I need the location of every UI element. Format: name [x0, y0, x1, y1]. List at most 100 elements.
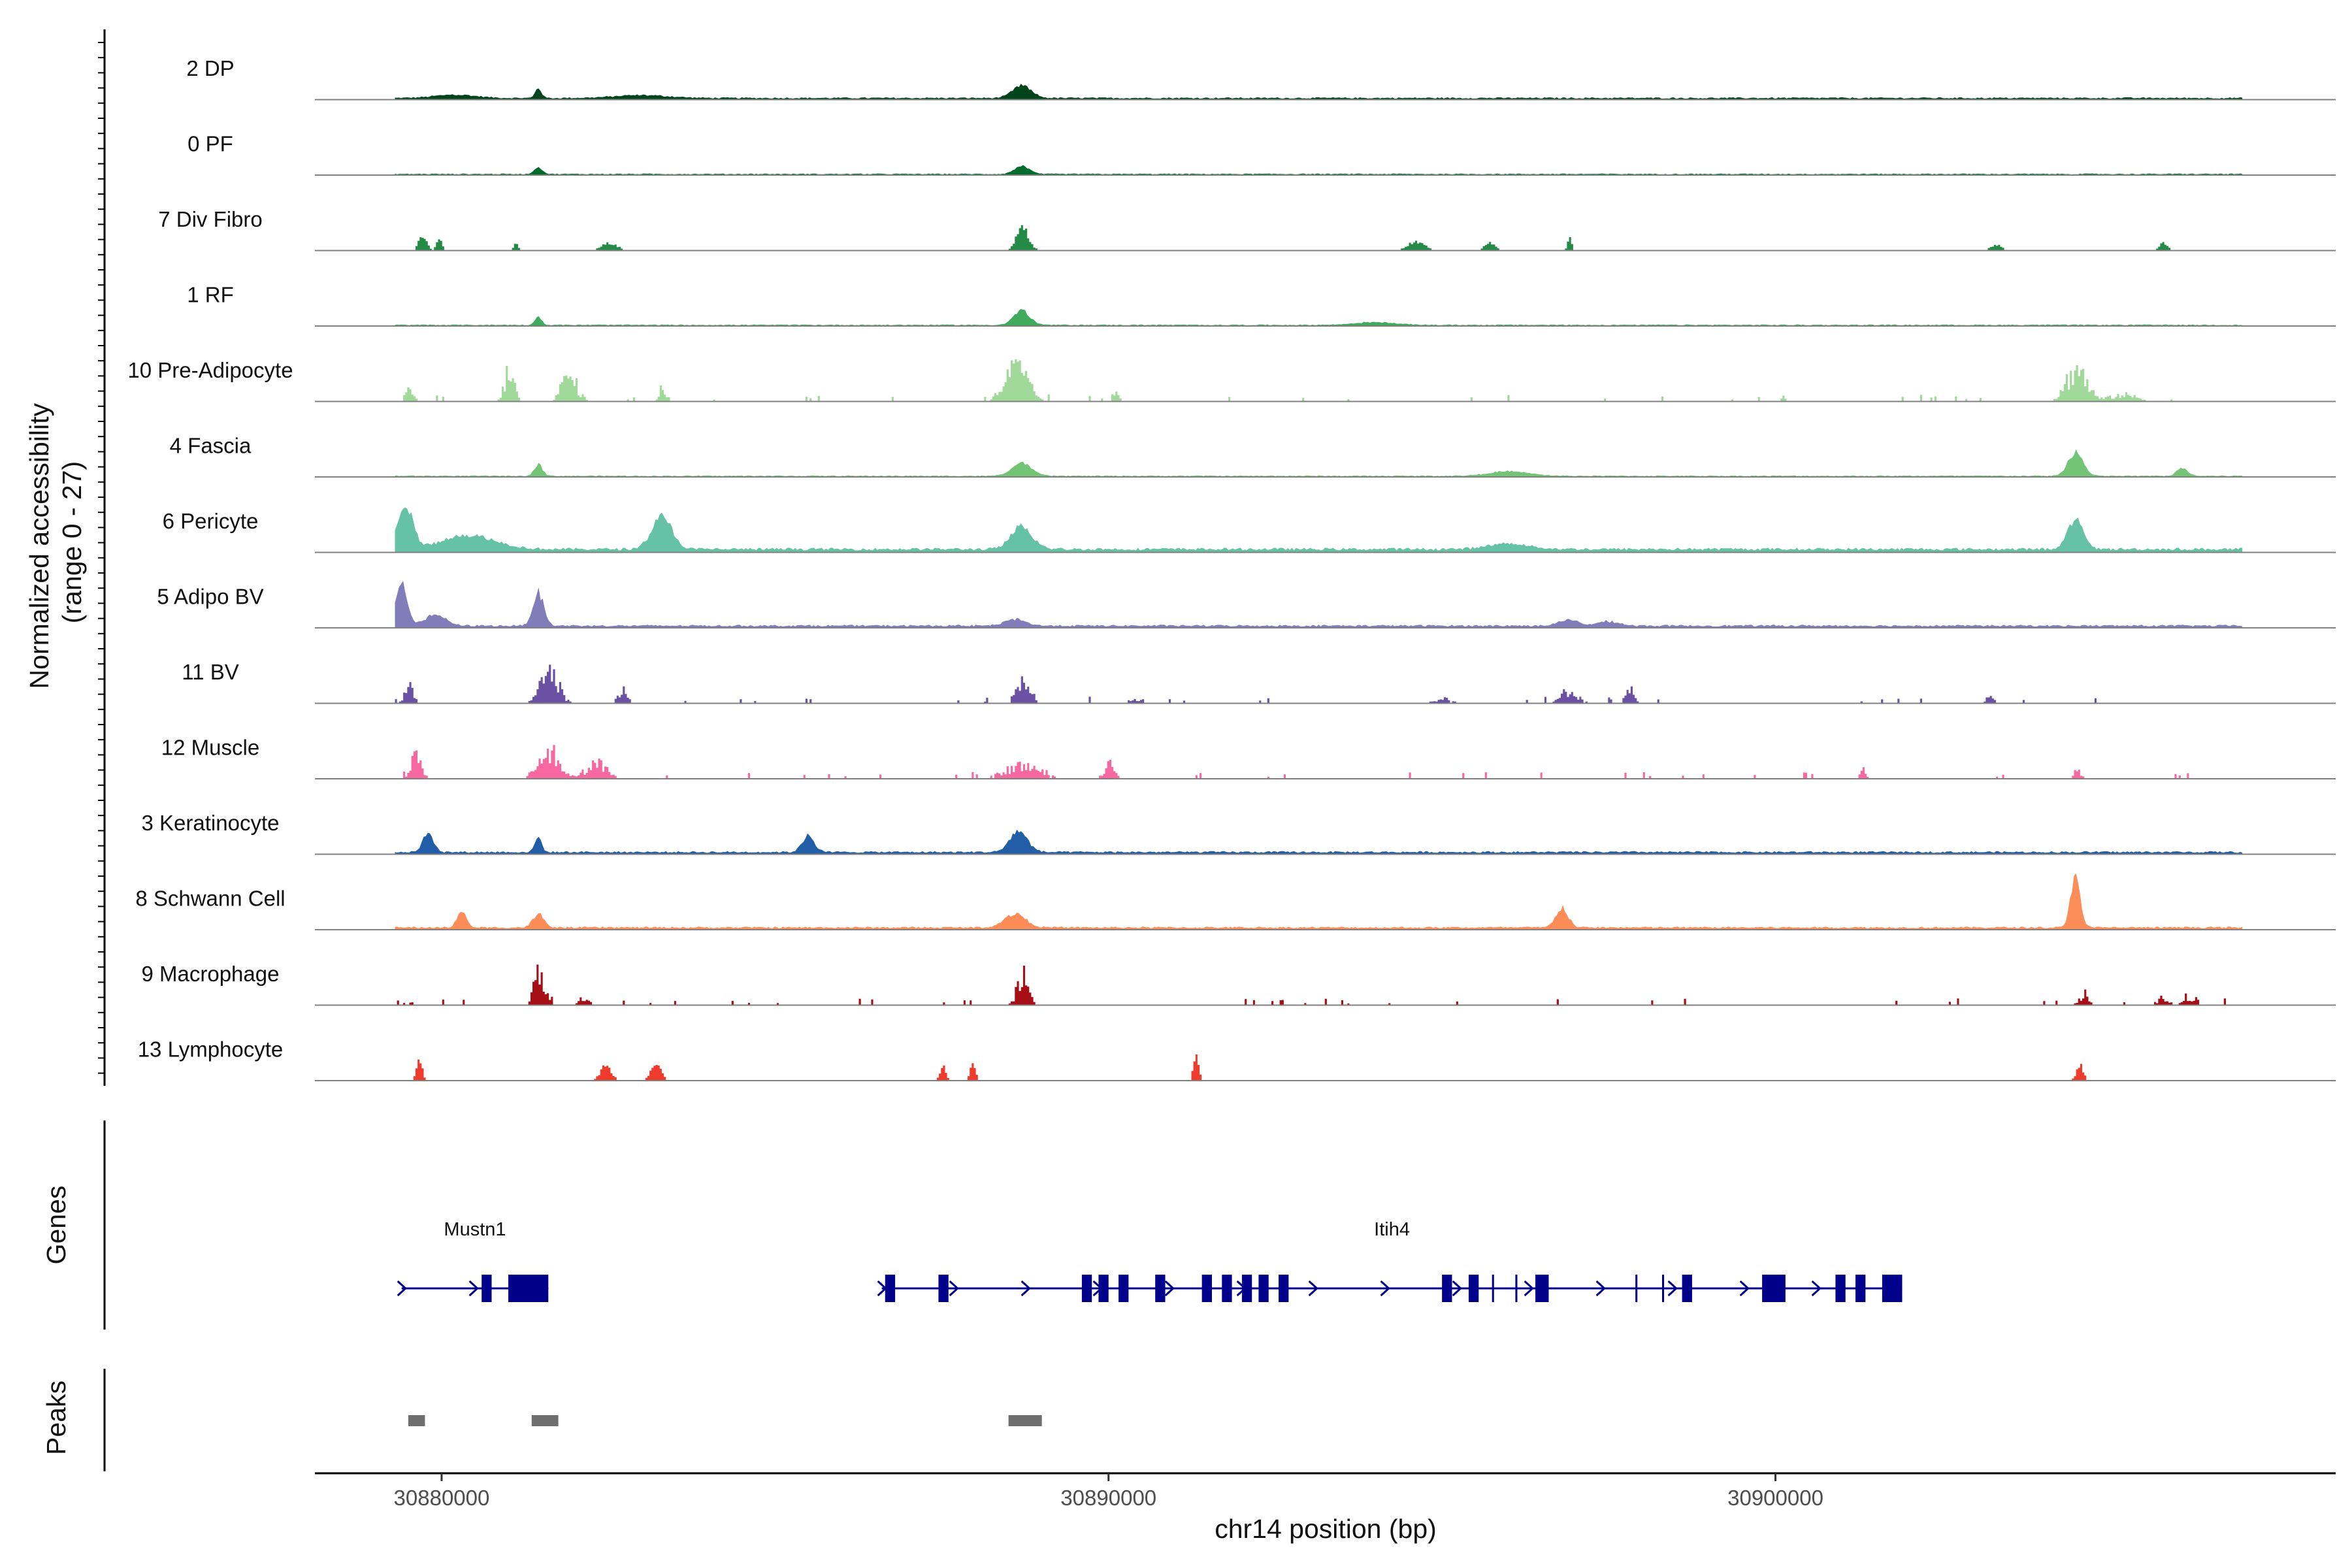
track-7: 5 Adipo BV — [157, 581, 2336, 629]
exon-block — [1882, 1275, 1903, 1302]
track-label: 10 Pre-Adipocyte — [127, 358, 293, 382]
exon-block — [1855, 1275, 1866, 1302]
track-label: 2 DP — [186, 56, 234, 80]
exon-block — [482, 1275, 492, 1302]
track-label: 1 RF — [187, 283, 234, 307]
exon-block — [1442, 1275, 1452, 1302]
coverage-area — [395, 165, 2243, 175]
track-5: 4 Fascia — [170, 434, 2336, 478]
strand-chevron — [1811, 1280, 1821, 1297]
coverage-area — [395, 664, 2243, 704]
exon-block — [1155, 1275, 1166, 1302]
exon-block — [508, 1275, 549, 1302]
peaks-panel-title: Peaks — [41, 1380, 71, 1455]
strand-chevron — [1164, 1280, 1175, 1297]
exon-block — [1762, 1275, 1786, 1302]
exon-block — [1279, 1275, 1289, 1302]
coverage-area — [395, 745, 2243, 779]
track-11: 8 Schwann Cell — [135, 874, 2336, 930]
exon-block — [1835, 1275, 1846, 1302]
exon-block — [1222, 1275, 1232, 1302]
track-label: 13 Lymphocyte — [138, 1037, 284, 1062]
x-tick-label: 30880000 — [394, 1486, 490, 1510]
strand-chevron — [468, 1280, 479, 1297]
y-axis-title-line1: Normalized accessibility — [24, 402, 54, 689]
peak-region — [1008, 1415, 1042, 1426]
exon-block — [1119, 1275, 1129, 1302]
exon-block — [1682, 1275, 1692, 1302]
genes-panel: Mustn1 Itih4 — [397, 1219, 1903, 1302]
peak-region — [531, 1415, 559, 1426]
exon-block — [885, 1275, 896, 1302]
track-1: 0 PF — [188, 132, 2336, 176]
coverage-area — [395, 507, 2243, 553]
strand-chevron — [1667, 1280, 1678, 1297]
track-label: 5 Adipo BV — [157, 585, 263, 609]
coverage-area — [395, 84, 2243, 100]
gene-label: Mustn1 — [444, 1219, 506, 1240]
exon-block — [1468, 1275, 1479, 1302]
y-axis — [98, 29, 106, 1086]
exon-block — [938, 1275, 949, 1302]
track-label: 0 PF — [188, 132, 233, 156]
coverage-area — [395, 359, 2243, 402]
track-label: 3 Keratinocyte — [142, 811, 280, 835]
strand-chevron — [1739, 1280, 1750, 1297]
exon-block — [1081, 1275, 1092, 1302]
track-label: 4 Fascia — [170, 434, 252, 458]
track-label: 8 Schwann Cell — [135, 887, 285, 911]
strand-chevron — [1308, 1280, 1318, 1297]
track-label: 6 Pericyte — [163, 509, 259, 533]
strand-chevron — [397, 1280, 407, 1297]
track-10: 3 Keratinocyte — [142, 811, 2336, 855]
strand-chevron — [1524, 1280, 1534, 1297]
exon-block — [1258, 1275, 1269, 1302]
exon-block — [1098, 1275, 1109, 1302]
track-12: 9 Macrophage — [142, 962, 2336, 1006]
coverage-area — [395, 225, 2243, 251]
coverage-area — [395, 874, 2243, 930]
track-label: 11 BV — [182, 660, 238, 684]
x-axis-ticks: 30880000 30890000 30900000 — [394, 1473, 1823, 1510]
track-label: 7 Div Fibro — [158, 207, 263, 231]
coverage-area — [395, 829, 2243, 855]
track-8: 11 BV — [182, 660, 2336, 704]
coverage-area — [395, 308, 2243, 326]
coverage-area — [395, 964, 2243, 1005]
track-4: 10 Pre-Adipocyte — [127, 358, 2336, 402]
y-axis-title-line2: (range 0 - 27) — [57, 461, 87, 623]
strand-chevron — [1452, 1280, 1462, 1297]
coverage-area — [395, 581, 2243, 628]
coverage-area — [395, 449, 2243, 477]
x-tick-label: 30900000 — [1727, 1486, 1823, 1510]
track-9: 12 Muscle — [161, 736, 2336, 779]
track-label: 9 Macrophage — [142, 962, 280, 986]
exon-block — [1201, 1275, 1212, 1302]
coverage-area — [395, 1054, 2243, 1081]
strand-chevron — [949, 1280, 959, 1297]
strand-chevron — [1380, 1280, 1390, 1297]
genes-panel-title: Genes — [41, 1186, 71, 1265]
track-label: 12 Muscle — [161, 736, 259, 760]
strand-chevron — [1595, 1280, 1606, 1297]
exon-block — [1662, 1275, 1665, 1302]
track-6: 6 Pericyte — [163, 507, 2336, 553]
exon-block — [1635, 1275, 1638, 1302]
peaks-panel — [408, 1415, 1042, 1426]
x-axis-title: chr14 position (bp) — [1215, 1514, 1437, 1544]
x-tick-label: 30890000 — [1060, 1486, 1156, 1510]
track-13: 13 Lymphocyte — [138, 1037, 2336, 1081]
y-axis-title: Normalized accessibility (range 0 - 27) — [24, 396, 87, 689]
gene-mustn1: Mustn1 — [397, 1219, 549, 1302]
gene-itih4: Itih4 — [877, 1219, 1903, 1302]
exon-block — [1515, 1275, 1518, 1302]
exon-block — [1535, 1275, 1549, 1302]
strand-chevron — [1021, 1280, 1031, 1297]
gene-label: Itih4 — [1374, 1219, 1410, 1240]
coverage-tracks: 2 DP 0 PF 7 Div Fibro 1 RF 10 Pre-Adipocyte 4… — [127, 56, 2336, 1081]
peak-region — [408, 1415, 425, 1426]
track-3: 1 RF — [187, 283, 2336, 327]
exon-block — [1241, 1275, 1252, 1302]
exon-block — [1492, 1275, 1494, 1302]
